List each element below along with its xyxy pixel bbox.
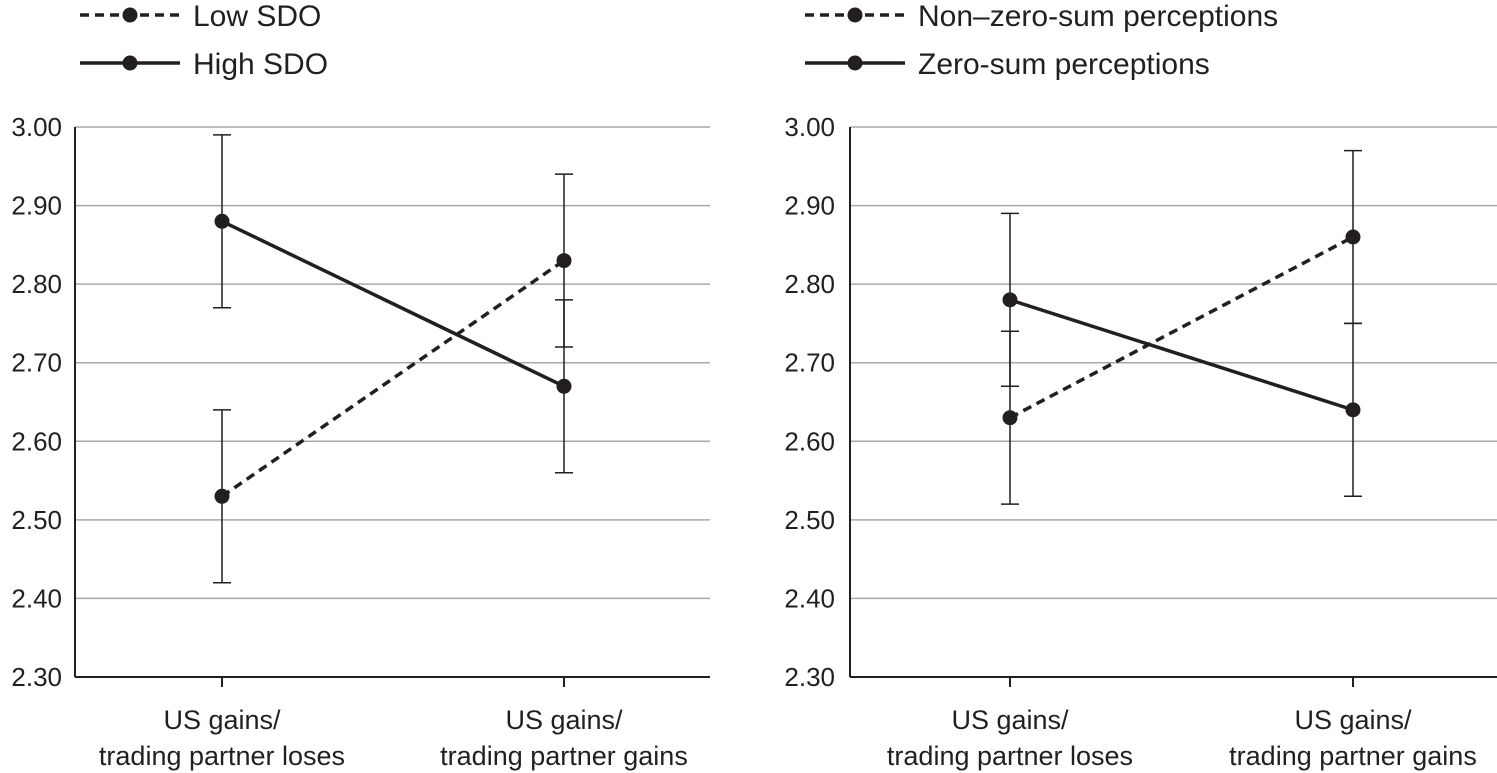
y-tick-label: 2.80 <box>784 269 835 299</box>
y-tick-label: 2.80 <box>11 269 62 299</box>
x-tick-label: US gains/ <box>1294 705 1412 735</box>
series-line-solid <box>1009 298 1354 412</box>
data-point <box>1345 229 1361 245</box>
x-tick-label: US gains/ <box>163 705 281 735</box>
data-point <box>1345 402 1361 418</box>
data-point <box>556 378 572 394</box>
legend-marker <box>847 55 863 71</box>
legend-marker <box>122 7 138 23</box>
y-tick-label: 3.00 <box>11 112 62 142</box>
legend-label: High SDO <box>193 48 328 81</box>
x-tick-label: US gains/ <box>505 705 623 735</box>
y-tick-label: 3.00 <box>784 112 835 142</box>
y-tick-label: 2.70 <box>784 348 835 378</box>
data-point <box>214 213 230 229</box>
x-tick-label: trading partner gains <box>1229 741 1477 771</box>
x-tick-label: trading partner gains <box>440 741 688 771</box>
legend-label: Zero-sum perceptions <box>918 48 1210 81</box>
y-tick-label: 2.90 <box>784 191 835 221</box>
legend-label: Non–zero-sum perceptions <box>918 0 1278 33</box>
y-tick-label: 2.60 <box>784 426 835 456</box>
x-tick-label: trading partner loses <box>99 741 345 771</box>
y-tick-label: 2.30 <box>11 662 62 692</box>
y-tick-label: 2.50 <box>11 505 62 535</box>
data-point <box>556 253 572 269</box>
chart-panel-right: 2.30 2.40 2.50 2.60 2.70 2.80 2.90 3.00 US gains… <box>784 0 1497 771</box>
legend-label: Low SDO <box>193 0 321 33</box>
y-tick-label: 2.60 <box>11 426 62 456</box>
y-tick-label: 2.40 <box>784 583 835 613</box>
data-point <box>1002 292 1018 308</box>
y-tick-label: 2.70 <box>11 348 62 378</box>
y-tick-label: 2.40 <box>11 583 62 613</box>
legend-marker <box>122 55 138 71</box>
data-point <box>1002 410 1018 426</box>
y-tick-label: 2.50 <box>784 505 835 535</box>
legend-marker <box>847 7 863 23</box>
series-line-solid <box>221 219 565 388</box>
series-line-dashed <box>1009 235 1354 420</box>
data-point <box>214 488 230 504</box>
x-tick-label: US gains/ <box>951 705 1069 735</box>
y-tick-label: 2.30 <box>784 662 835 692</box>
x-tick-label: trading partner loses <box>887 741 1133 771</box>
y-tick-label: 2.90 <box>11 191 62 221</box>
series-line-dashed <box>221 259 565 498</box>
chart-panel-left: 2.30 2.40 2.50 2.60 2.70 2.80 2.90 3.00 US gains… <box>11 0 710 771</box>
